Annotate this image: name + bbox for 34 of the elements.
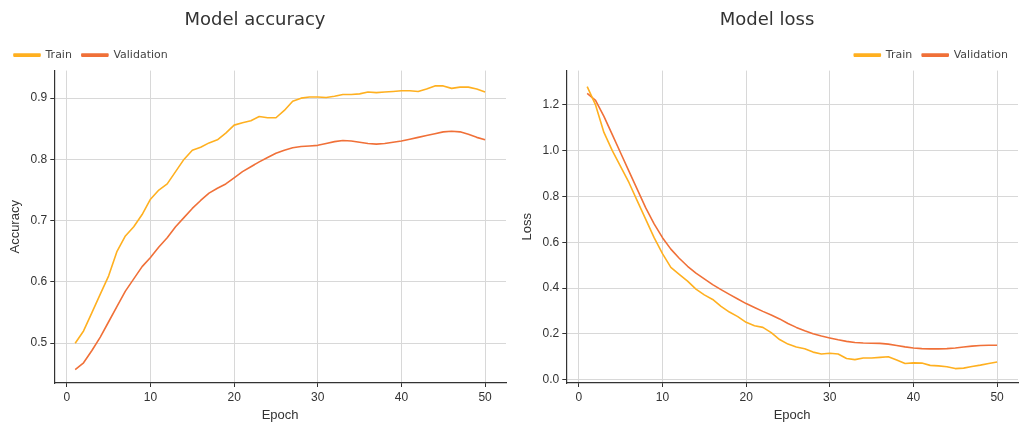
y-tick-label: 0.6 xyxy=(30,274,48,289)
x-axis-title: Epoch xyxy=(261,406,299,422)
y-tick-label: 0.9 xyxy=(30,90,48,105)
y-tick-label: 0.8 xyxy=(542,188,560,203)
y-tick-label: 1.2 xyxy=(542,97,560,112)
x-tick-label: 0 xyxy=(575,389,583,404)
x-tick-label: 20 xyxy=(739,389,754,404)
x-tick-label: 10 xyxy=(655,389,670,404)
y-tick-label: 0.2 xyxy=(542,326,560,341)
x-tick-label: 50 xyxy=(990,389,1005,404)
y-tick-label: 0.5 xyxy=(30,335,48,350)
legend-label: Validation xyxy=(113,47,168,61)
x-tick-label: 40 xyxy=(906,389,921,404)
legend-label: Validation xyxy=(953,47,1009,61)
y-tick-label: 0.0 xyxy=(542,371,560,386)
y-axis-title: Loss xyxy=(519,212,535,241)
x-tick-label: 20 xyxy=(227,389,242,404)
x-tick-label: 30 xyxy=(311,389,325,404)
chart-title: Model loss xyxy=(719,8,815,30)
x-tick-label: 50 xyxy=(478,389,493,404)
y-tick-label: 0.4 xyxy=(542,280,560,295)
chart-title: Model accuracy xyxy=(184,8,326,30)
x-tick-label: 30 xyxy=(823,389,837,404)
x-axis-title: Epoch xyxy=(773,406,811,422)
x-tick-label: 40 xyxy=(394,389,409,404)
y-tick-label: 1.0 xyxy=(542,143,560,158)
y-tick-label: 0.8 xyxy=(30,151,48,166)
y-tick-label: 0.6 xyxy=(542,234,560,249)
legend-label: Train xyxy=(884,47,913,61)
x-tick-label: 10 xyxy=(143,389,158,404)
y-axis-title: Accuracy xyxy=(7,199,23,254)
y-tick-label: 0.7 xyxy=(30,212,48,227)
legend-label: Train xyxy=(44,47,72,61)
x-tick-label: 0 xyxy=(63,389,71,404)
